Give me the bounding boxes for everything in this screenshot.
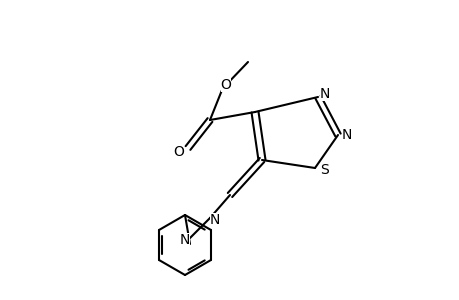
Text: N: N xyxy=(179,233,190,247)
Text: N: N xyxy=(209,213,220,227)
Text: N: N xyxy=(319,87,330,101)
Text: O: O xyxy=(173,145,184,159)
Text: N: N xyxy=(341,128,352,142)
Text: O: O xyxy=(220,78,231,92)
Text: S: S xyxy=(320,163,329,177)
